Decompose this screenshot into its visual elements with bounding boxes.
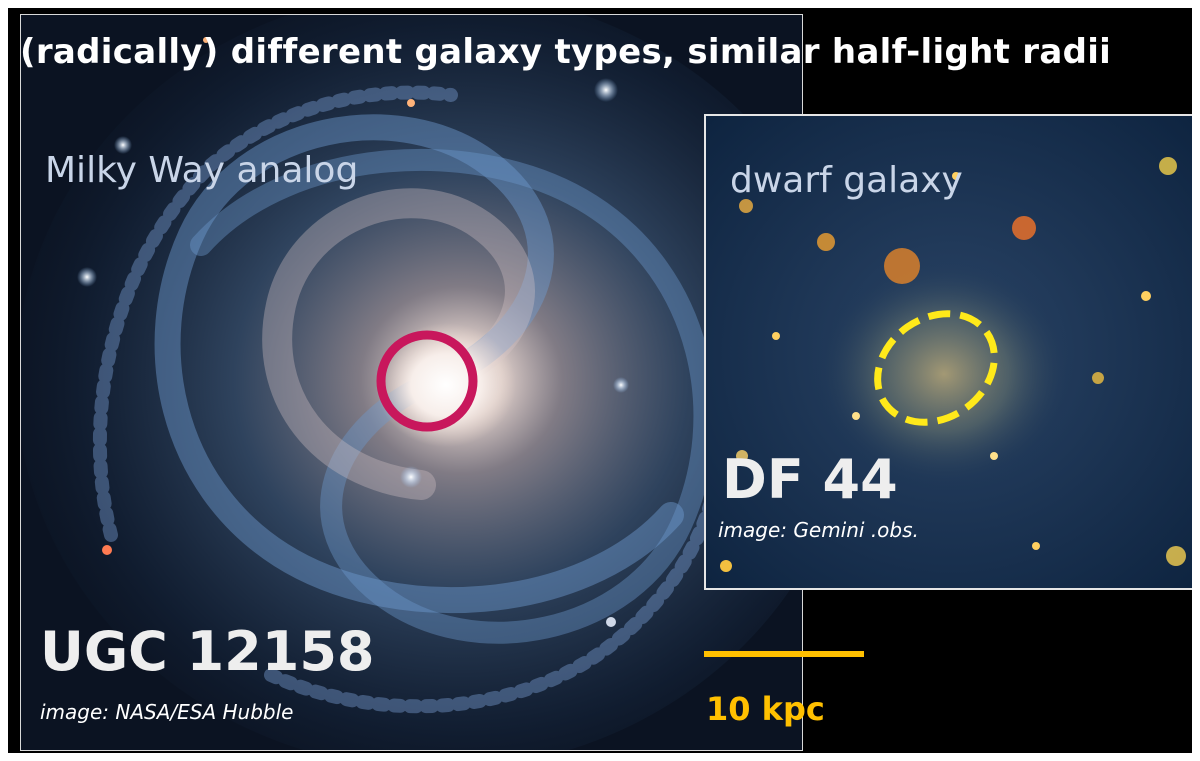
spiral-galaxy-name: UGC 12158	[40, 620, 375, 683]
dwarf-galaxy-illustration	[706, 116, 1192, 588]
dwarf-galaxy-label: dwarf galaxy	[730, 160, 963, 201]
milky-way-analog-label: Milky Way analog	[45, 150, 359, 191]
dwarf-half-light-ellipse	[874, 310, 998, 426]
figure-headline: (radically) different galaxy types, simi…	[20, 32, 1112, 72]
half-light-markers	[376, 310, 998, 432]
spiral-galaxy-image	[20, 14, 803, 751]
figure-frame	[8, 8, 1192, 753]
spiral-image-credit: image: NASA/ESA Hubble	[40, 700, 294, 724]
dwarf-galaxy-image	[704, 114, 1192, 590]
spiral-galaxy-illustration	[21, 15, 802, 750]
scale-bar	[704, 651, 864, 657]
scale-bar-label: 10 kpc	[706, 690, 825, 728]
field-stars	[77, 37, 629, 627]
dwarf-galaxy-name: DF 44	[722, 448, 898, 511]
background-sources	[720, 157, 1186, 572]
spiral-half-light-circle	[376, 330, 478, 432]
dwarf-image-credit: image: Gemini .obs.	[718, 518, 919, 542]
